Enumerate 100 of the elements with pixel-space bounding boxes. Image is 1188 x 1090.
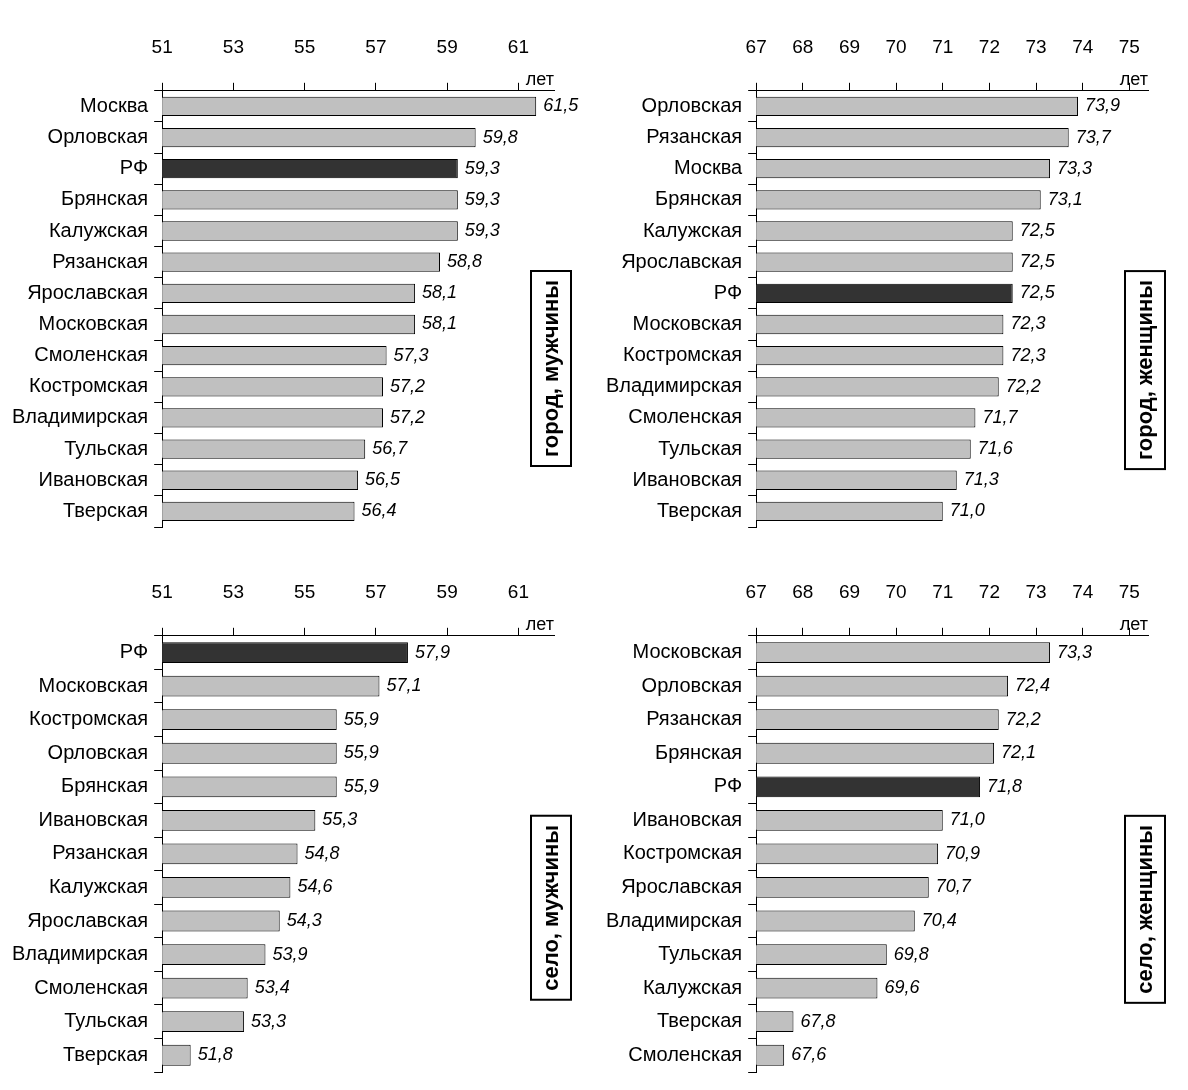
y-tick-label: Владимирская [11,942,149,965]
y-tick-label: РФ [713,774,743,797]
y-tick-label: Рязанская [646,707,743,730]
y-tick-label: Ярославская [27,908,149,931]
y-tick-label: Ивановская [632,807,743,830]
y-tick-label: Москва [79,93,150,116]
y-tick-label: Брянская [655,740,743,763]
y-tick-label: Костромская [623,841,743,864]
data-label: 67,8 [800,1010,836,1031]
data-label: 67,6 [791,1044,828,1065]
x-tick-label: 73 [1025,580,1047,602]
data-label: 71,6 [977,438,1014,459]
y-tick-label: Смоленская [628,1042,743,1065]
data-label: 57,2 [390,375,426,396]
x-tick-label: 73 [1025,35,1047,57]
data-label: 71,3 [963,469,999,490]
data-label: 72,1 [1001,742,1037,763]
x-tick-label: 72 [978,35,1000,57]
y-tick-label: Тульская [64,436,149,459]
x-tick-label: 71 [932,580,954,602]
y-tick-label: Владимирская [11,405,149,428]
x-tick-label: 57 [365,35,387,57]
data-label: 59,8 [482,126,518,147]
data-label: 70,7 [935,876,972,897]
data-label: 57,3 [393,344,429,365]
y-tick-label: Ярославская [621,249,743,272]
y-tick-label: Владимирская [605,374,743,397]
x-tick-label: 59 [436,580,458,602]
data-label: 70,9 [945,842,981,863]
data-label: 51,8 [197,1044,233,1065]
x-tick-label: 75 [1118,580,1140,602]
data-label: 58,1 [422,282,458,303]
x-tick-label: 70 [885,35,907,57]
y-tick-label: Орловская [47,740,149,763]
x-tick-label: 67 [745,35,767,57]
y-tick-label: Московская [38,311,149,334]
y-tick-label: Калужская [48,218,149,241]
y-tick-label: Ярославская [621,874,743,897]
y-tick-label: Рязанская [646,125,743,148]
y-tick-label: Брянская [61,774,149,797]
y-tick-label: Тверская [657,1009,743,1032]
x-tick-label: 51 [151,35,173,57]
annotation: город, мужчины [530,270,572,467]
data-label: 53,4 [254,977,290,998]
annotation: село, мужчины [530,815,572,1001]
y-tick-label: Костромская [623,343,743,366]
data-label: 57,9 [414,641,450,662]
y-tick-label: Тульская [64,1009,149,1032]
data-label: 58,8 [447,251,483,272]
x-tick-label: 70 [885,580,907,602]
data-label: 55,9 [343,775,379,796]
y-tick-label: Калужская [642,975,743,998]
data-label: 71,8 [987,775,1023,796]
data-label: 59,3 [464,157,500,178]
y-tick-label: Рязанская [52,841,149,864]
data-label: 57,1 [386,675,422,696]
x-tick-label: 55 [294,35,316,57]
data-label: 71,0 [949,809,985,830]
y-tick-label: Калужская [48,874,149,897]
y-tick-label: Московская [38,673,149,696]
y-tick-label: Тульская [658,436,743,459]
data-label: 59,3 [464,188,500,209]
data-label: 72,3 [1010,344,1046,365]
data-label: 56,5 [365,469,402,490]
data-label: 55,3 [322,809,358,830]
data-label: 73,3 [1057,641,1093,662]
y-tick-label: Московская [632,311,743,334]
y-tick-label: Тверская [657,498,743,521]
x-tick-label: 61 [507,580,529,602]
data-label: 73,3 [1057,157,1093,178]
y-tick-label: Смоленская [34,343,149,366]
y-tick-label: Тверская [63,498,149,521]
data-label: 72,5 [1019,282,1056,303]
data-label: 71,7 [982,406,1019,427]
data-label: 54,3 [286,910,322,931]
x-tick-label: 69 [838,35,861,57]
data-label: 73,1 [1047,188,1083,209]
y-tick-label: Орловская [47,125,149,148]
y-tick-label: Костромская [29,374,149,397]
y-tick-label: Московская [632,640,743,663]
y-tick-label: Москва [673,156,744,179]
data-label: 72,4 [1015,675,1051,696]
x-tick-label: 68 [792,580,814,602]
x-tick-label: 51 [151,580,173,602]
data-label: 53,3 [251,1010,287,1031]
x-tick-label: 74 [1072,580,1094,602]
x-axis-title: лет [525,68,554,89]
x-tick-label: 53 [222,35,244,57]
y-tick-label: РФ [713,280,743,303]
y-tick-label: Брянская [61,187,149,210]
y-tick-label: Брянская [655,187,743,210]
y-tick-label: Ивановская [38,467,149,490]
data-label: 70,4 [921,910,957,931]
data-label: 55,9 [343,708,379,729]
data-label: 59,3 [464,220,500,241]
y-tick-label: Орловская [641,673,743,696]
data-label: 57,2 [390,406,426,427]
data-label: 71,0 [949,500,985,521]
x-tick-label: 75 [1118,35,1140,57]
x-tick-label: 74 [1072,35,1094,57]
